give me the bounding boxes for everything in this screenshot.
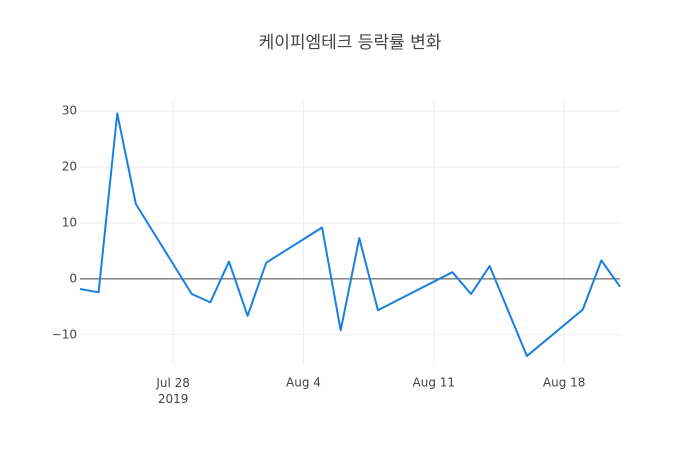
y-tick-label: 20 xyxy=(62,160,77,174)
y-tick-label: −10 xyxy=(52,327,77,341)
y-tick-label: 30 xyxy=(62,104,77,118)
chart-title: 케이피엠테크 등락률 변화 xyxy=(259,33,442,53)
x-tick-label: Jul 28 2019 xyxy=(155,376,190,406)
x-tick-label: Aug 4 xyxy=(286,376,321,390)
y-tick-label: 10 xyxy=(62,215,77,229)
y-tick-label: 0 xyxy=(69,271,77,285)
x-tick-label: Aug 18 xyxy=(543,376,586,390)
data-line xyxy=(79,112,621,358)
x-tick-label: Aug 11 xyxy=(413,376,456,390)
